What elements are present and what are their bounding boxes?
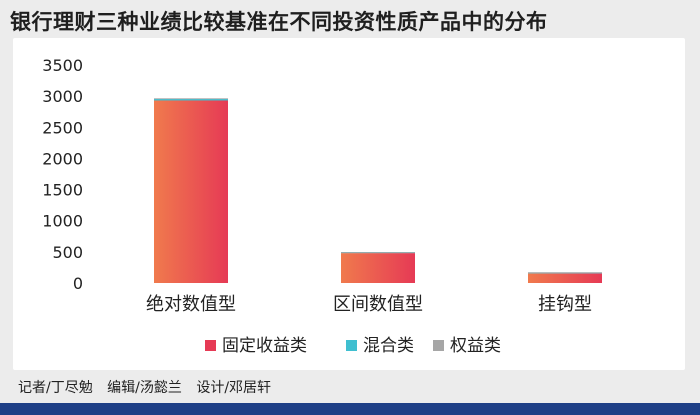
designer-credit: 设计/邓居轩: [196, 380, 272, 396]
x-axis: 绝对数值型 区间数值型 挂钩型: [146, 294, 592, 315]
y-tick-label: 3500: [42, 56, 83, 75]
x-tick-label: 挂钩型: [538, 294, 592, 315]
page-title: 银行理财三种业绩比较基准在不同投资性质产品中的分布: [10, 10, 548, 34]
legend-label: 固定收益类: [222, 336, 307, 356]
legend-swatch: [346, 340, 357, 351]
y-tick-label: 1000: [42, 212, 83, 231]
y-tick-label: 2000: [42, 149, 83, 168]
y-tick-label: 500: [52, 243, 83, 262]
legend-label: 混合类: [363, 336, 414, 356]
y-tick-label: 0: [73, 274, 83, 293]
chart-card: 0 500 1000 1500 2000 2500 3000 3500 绝对数值型 区间数值型 挂…: [13, 38, 685, 370]
bar-segment: [341, 253, 415, 283]
y-tick-label: 1500: [42, 181, 83, 200]
editor-credit: 编辑/汤懿兰: [107, 380, 182, 396]
legend-swatch: [205, 340, 216, 351]
bar-segment: [528, 272, 602, 274]
bar-segment: [528, 273, 602, 283]
bar-segment: [154, 98, 228, 101]
bars: [154, 98, 602, 283]
bar-segment: [341, 252, 415, 253]
x-tick-label: 绝对数值型: [146, 294, 236, 315]
bar-segment: [154, 98, 228, 100]
stacked-bar-chart: 0 500 1000 1500 2000 2500 3000 3500 绝对数值型 区间数值型 挂…: [42, 56, 602, 356]
legend-label: 权益类: [450, 336, 501, 356]
legend-swatch: [433, 340, 444, 351]
x-tick-label: 区间数值型: [333, 294, 423, 315]
credits: 记者/丁尽勉 编辑/汤懿兰 设计/邓居轩: [18, 377, 281, 397]
y-tick-label: 3000: [42, 87, 83, 106]
bar-segment: [154, 100, 228, 283]
y-tick-label: 2500: [42, 118, 83, 137]
reporter-credit: 记者/丁尽勉: [18, 380, 93, 396]
legend: 固定收益类 混合类 权益类: [205, 336, 501, 356]
footer-bar: [0, 403, 700, 415]
y-axis: 0 500 1000 1500 2000 2500 3000 3500: [42, 56, 83, 293]
